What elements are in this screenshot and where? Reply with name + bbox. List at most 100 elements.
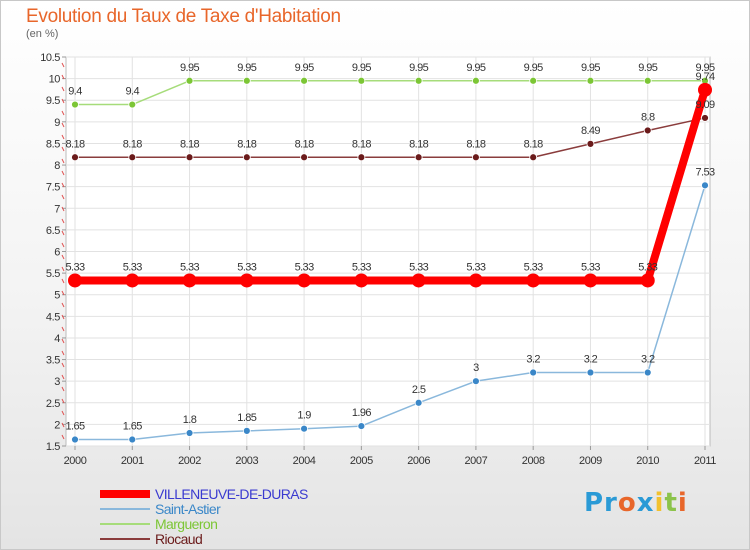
x-tick-label: 2001 [121,455,144,467]
x-tick-label: 2007 [464,455,487,467]
axis-dash [61,434,65,440]
data-point [701,181,709,190]
legend-swatch [100,538,150,540]
data-label: 8.18 [295,138,314,150]
data-label: 3.2 [641,354,655,366]
data-point [300,153,308,162]
data-point [411,273,426,288]
data-label: 5.33 [237,261,256,273]
data-point [239,273,254,288]
y-tick-label: 7 [54,203,60,215]
data-label: 3 [473,362,479,374]
logo-letter: x [636,488,655,518]
data-label: 9.95 [237,62,256,74]
data-point [472,76,480,85]
data-label: 5.33 [65,261,84,273]
data-point [586,139,595,148]
data-point [185,76,194,85]
x-tick-label: 2008 [522,455,545,467]
y-tick-label: 10 [49,74,61,86]
data-label: 5.33 [295,261,314,273]
data-label: 1.8 [183,414,197,426]
data-label: 1.65 [123,421,142,433]
data-point [643,76,652,85]
x-tick-label: 2006 [407,455,430,467]
x-tick-label: 2002 [178,455,201,467]
data-label: 7.53 [695,166,714,178]
data-label: 1.9 [297,410,311,422]
data-label: 5.33 [581,261,600,273]
data-label: 8.18 [352,138,371,150]
legend-label: VILLENEUVE-DE-DURAS [155,486,308,502]
series-line-saint-astier [75,185,706,441]
data-point [242,76,251,85]
chart-title: Evolution du Taux de Taxe d'Habitation [26,6,341,27]
data-label: 5.33 [123,261,142,273]
data-point [357,153,366,162]
data-point [242,153,251,162]
data-label: 1.96 [352,407,371,419]
data-point [128,153,137,162]
data-label: 9.4 [68,86,82,98]
logo-letter: o [617,488,637,518]
data-point [354,273,369,288]
data-label: 9.95 [638,62,657,74]
data-label: 9.95 [295,62,314,74]
data-point [414,398,423,407]
data-label: 8.18 [409,138,428,150]
axis-dash [61,278,65,284]
data-point [529,368,538,377]
data-point [71,435,79,444]
axis-dash [61,266,65,272]
data-label: 5.33 [409,261,428,273]
axis-dash [61,422,65,428]
data-point [586,368,595,377]
axis-dash [61,230,65,236]
series-line-margueron [75,80,705,106]
legend-swatch [100,490,150,498]
y-tick-label: 5 [54,290,60,302]
y-tick-label: 2.5 [46,398,60,410]
y-tick-label: 3.5 [46,355,60,367]
data-point [68,273,82,288]
data-label: 8.18 [65,138,84,150]
data-point [526,273,541,288]
axis-dash [61,314,65,320]
data-point [128,435,137,444]
data-point [357,76,366,85]
data-point [128,100,137,109]
y-tick-label: 4.5 [46,311,60,323]
y-tick-label: 9 [54,117,60,129]
axis-dash [61,98,65,104]
data-label: 8.18 [123,138,142,150]
axis-dash [61,206,65,212]
data-point [583,273,598,288]
data-label: 9.95 [581,62,600,74]
axis-dash [61,254,65,260]
data-label: 9.4 [126,86,140,98]
data-point [185,429,194,437]
axis-dash [61,350,65,356]
axis-dash [61,302,65,308]
axis-dash [61,110,65,116]
data-point [529,153,538,162]
data-label: 9.95 [180,62,199,74]
axis-dash [61,146,65,152]
data-label: 5.33 [352,261,371,273]
data-point [414,153,423,162]
axis-dash [61,218,65,224]
series-line-villeneuve-de-duras [75,88,709,285]
data-point [529,76,538,85]
data-label: 8.49 [581,125,600,137]
axis-dash [61,410,65,416]
data-label: 9.95 [524,62,543,74]
x-tick-label: 2003 [235,455,258,467]
axis-dash [61,122,65,128]
legend-label: Margueron [155,516,218,532]
axis-dash [61,74,65,80]
series-line-riocaud [75,117,706,159]
y-tick-label: 8.5 [46,138,60,150]
legend-swatch [100,508,150,510]
data-label: 3.2 [526,354,540,366]
axis-dash [61,386,65,392]
